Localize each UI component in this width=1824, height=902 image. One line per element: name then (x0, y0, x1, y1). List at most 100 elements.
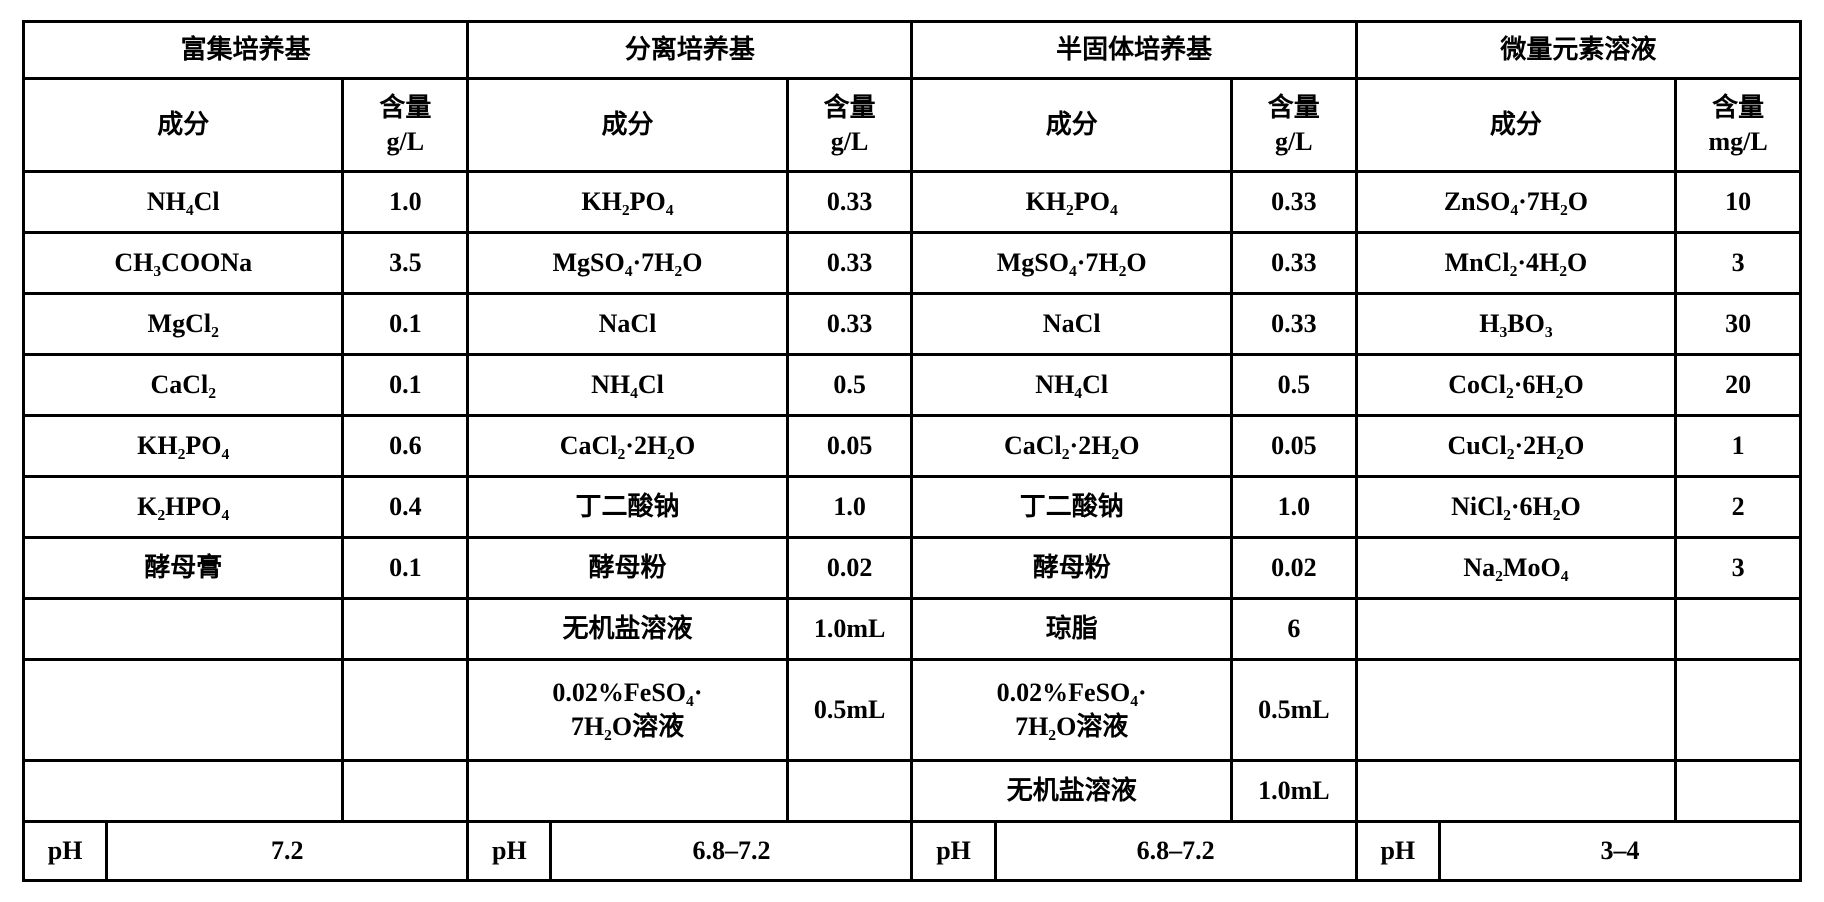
header-row-groups: 富集培养基 分离培养基 半固体培养基 微量元素溶液 (24, 22, 1801, 79)
ph-label: pH (1356, 822, 1439, 881)
cell-comp: MgSO₄·7H₂O (468, 233, 787, 294)
cell-val: 1.0 (1231, 477, 1356, 538)
group-header-4: 微量元素溶液 (1356, 22, 1800, 79)
cell-comp: MgSO₄·7H₂O (912, 233, 1231, 294)
ph-value-4: 3–4 (1439, 822, 1800, 881)
sub-amt-4: 含量mg/L (1676, 79, 1801, 172)
cell-val: 0.05 (1231, 416, 1356, 477)
cell-comp: Na₂MoO₄ (1356, 538, 1675, 599)
cell-val: 0.1 (343, 294, 468, 355)
cell-comp: KH₂PO₄ (912, 172, 1231, 233)
cell-val: 3 (1676, 233, 1801, 294)
cell-comp: CoCl₂·6H₂O (1356, 355, 1675, 416)
cell-val: 3 (1676, 538, 1801, 599)
cell-comp (1356, 660, 1675, 761)
cell-comp: NiCl₂·6H₂O (1356, 477, 1675, 538)
cell-val: 1.0 (787, 477, 912, 538)
cell-val: 2 (1676, 477, 1801, 538)
ph-value-1: 7.2 (107, 822, 468, 881)
sub-amt-3: 含量g/L (1231, 79, 1356, 172)
table-row: NH₄Cl 1.0 KH₂PO₄ 0.33 KH₂PO₄ 0.33 ZnSO₄·… (24, 172, 1801, 233)
cell-comp: CH₃COONa (24, 233, 343, 294)
cell-comp: CaCl₂·2H₂O (912, 416, 1231, 477)
cell-comp: 琼脂 (912, 599, 1231, 660)
ph-label: pH (912, 822, 995, 881)
group-header-3: 半固体培养基 (912, 22, 1356, 79)
sub-amt-1: 含量g/L (343, 79, 468, 172)
cell-val: 0.33 (787, 233, 912, 294)
cell-comp (24, 660, 343, 761)
cell-comp: 无机盐溶液 (912, 761, 1231, 822)
sub-comp-2: 成分 (468, 79, 787, 172)
ph-value-2: 6.8–7.2 (551, 822, 912, 881)
cell-val: 0.4 (343, 477, 468, 538)
cell-val (343, 761, 468, 822)
header-row-sub: 成分 含量g/L 成分 含量g/L 成分 含量g/L 成分 含量mg/L (24, 79, 1801, 172)
cell-comp: 酵母粉 (912, 538, 1231, 599)
cell-comp: CaCl₂·2H₂O (468, 416, 787, 477)
cell-val: 20 (1676, 355, 1801, 416)
culture-media-table: 富集培养基 分离培养基 半固体培养基 微量元素溶液 成分 含量g/L 成分 含量… (22, 20, 1802, 882)
cell-val: 0.5mL (787, 660, 912, 761)
table-row: 酵母膏 0.1 酵母粉 0.02 酵母粉 0.02 Na₂MoO₄ 3 (24, 538, 1801, 599)
sub-comp-1: 成分 (24, 79, 343, 172)
cell-comp (24, 599, 343, 660)
cell-comp: 无机盐溶液 (468, 599, 787, 660)
sub-comp-4: 成分 (1356, 79, 1675, 172)
ph-label: pH (24, 822, 107, 881)
cell-comp (24, 761, 343, 822)
table-row: MgCl₂ 0.1 NaCl 0.33 NaCl 0.33 H₃BO₃ 30 (24, 294, 1801, 355)
cell-val: 0.02 (1231, 538, 1356, 599)
cell-val: 0.5 (787, 355, 912, 416)
cell-val: 0.33 (787, 172, 912, 233)
cell-comp: NH₄Cl (24, 172, 343, 233)
cell-val: 10 (1676, 172, 1801, 233)
group-header-2: 分离培养基 (468, 22, 912, 79)
cell-comp: NH₄Cl (912, 355, 1231, 416)
cell-val (343, 599, 468, 660)
cell-comp: 0.02%FeSO₄·7H₂O溶液 (912, 660, 1231, 761)
cell-val: 30 (1676, 294, 1801, 355)
cell-comp: NH₄Cl (468, 355, 787, 416)
cell-comp: KH₂PO₄ (24, 416, 343, 477)
cell-val: 0.33 (1231, 233, 1356, 294)
cell-val: 1.0mL (1231, 761, 1356, 822)
cell-comp: 酵母膏 (24, 538, 343, 599)
cell-val: 0.05 (787, 416, 912, 477)
ph-row: pH 7.2 pH 6.8–7.2 pH 6.8–7.2 pH 3–4 (24, 822, 1801, 881)
cell-val: 0.1 (343, 538, 468, 599)
cell-val: 1.0mL (787, 599, 912, 660)
cell-val: 0.6 (343, 416, 468, 477)
cell-val (1676, 761, 1801, 822)
cell-comp: 0.02%FeSO₄·7H₂O溶液 (468, 660, 787, 761)
cell-comp: 酵母粉 (468, 538, 787, 599)
sub-amt-2: 含量g/L (787, 79, 912, 172)
cell-comp: 丁二酸钠 (468, 477, 787, 538)
cell-comp: K₂HPO₄ (24, 477, 343, 538)
sub-comp-3: 成分 (912, 79, 1231, 172)
ph-label: pH (468, 822, 551, 881)
cell-val: 6 (1231, 599, 1356, 660)
table-row: CH₃COONa 3.5 MgSO₄·7H₂O 0.33 MgSO₄·7H₂O … (24, 233, 1801, 294)
cell-val: 0.5mL (1231, 660, 1356, 761)
ph-value-3: 6.8–7.2 (995, 822, 1356, 881)
group-header-1: 富集培养基 (24, 22, 468, 79)
cell-comp: ZnSO₄·7H₂O (1356, 172, 1675, 233)
cell-val: 0.02 (787, 538, 912, 599)
cell-val (1676, 599, 1801, 660)
cell-comp: CaCl₂ (24, 355, 343, 416)
cell-comp: MgCl₂ (24, 294, 343, 355)
table-row: CaCl₂ 0.1 NH₄Cl 0.5 NH₄Cl 0.5 CoCl₂·6H₂O… (24, 355, 1801, 416)
cell-comp (468, 761, 787, 822)
cell-val: 0.1 (343, 355, 468, 416)
cell-comp (1356, 761, 1675, 822)
cell-val: 1 (1676, 416, 1801, 477)
cell-val (787, 761, 912, 822)
cell-val: 0.33 (1231, 172, 1356, 233)
cell-val: 0.5 (1231, 355, 1356, 416)
cell-comp: NaCl (912, 294, 1231, 355)
cell-comp (1356, 599, 1675, 660)
table-row: 无机盐溶液 1.0mL 琼脂 6 (24, 599, 1801, 660)
cell-comp: CuCl₂·2H₂O (1356, 416, 1675, 477)
cell-val: 3.5 (343, 233, 468, 294)
